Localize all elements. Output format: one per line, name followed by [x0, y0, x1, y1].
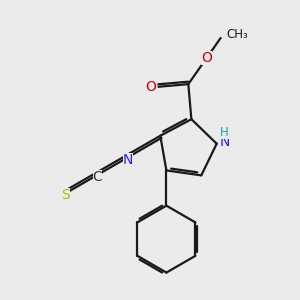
Text: C: C — [93, 170, 102, 184]
Text: O: O — [201, 51, 212, 65]
Text: N: N — [123, 153, 133, 167]
Text: S: S — [61, 188, 70, 202]
Text: N: N — [219, 135, 230, 149]
Text: H: H — [220, 126, 229, 139]
Text: CH₃: CH₃ — [226, 28, 248, 41]
Text: O: O — [145, 80, 156, 94]
